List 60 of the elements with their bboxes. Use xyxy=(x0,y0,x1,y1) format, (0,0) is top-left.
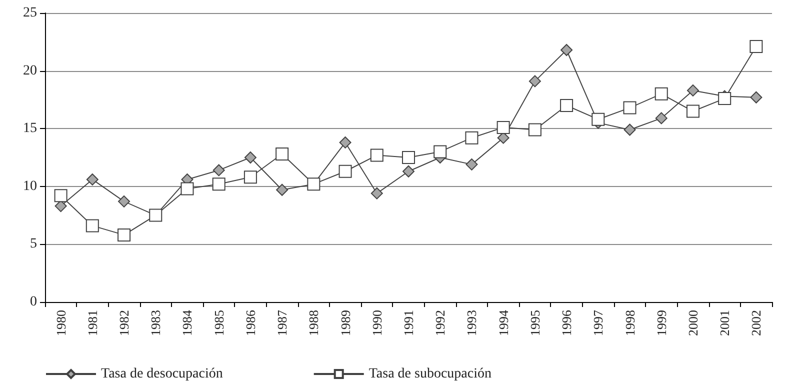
point xyxy=(434,145,447,158)
x-tick-label: 1997 xyxy=(590,310,606,336)
x-tick-label: 1996 xyxy=(559,310,574,336)
x-tick-label: 1994 xyxy=(496,310,511,336)
x-tick-label: 2001 xyxy=(717,310,732,336)
point xyxy=(466,158,478,170)
point xyxy=(750,91,762,104)
point xyxy=(624,124,636,136)
x-tick-label: 1999 xyxy=(654,310,669,336)
point xyxy=(465,131,478,144)
y-tick-label: 20 xyxy=(23,63,37,78)
x-tick-label: 2002 xyxy=(748,310,764,336)
x-tick-label: 1980 xyxy=(53,310,68,336)
x-tick-label: 1992 xyxy=(432,310,448,336)
point xyxy=(655,112,668,124)
point xyxy=(212,178,226,191)
point xyxy=(212,164,225,176)
x-tick-label: 1998 xyxy=(622,310,638,336)
point xyxy=(118,195,130,208)
point xyxy=(180,182,194,196)
x-tick-label: 1981 xyxy=(84,310,100,336)
point xyxy=(623,101,636,114)
point xyxy=(276,184,288,196)
legend-label: Tasa de desocupación xyxy=(101,366,223,382)
point xyxy=(686,104,700,118)
x-tick-label: 1987 xyxy=(274,310,290,336)
point xyxy=(86,173,98,186)
x-tick-label: 1993 xyxy=(464,310,480,336)
y-tick-label: 25 xyxy=(23,6,37,20)
x-tick-label: 1985 xyxy=(211,310,226,336)
legend-label: Tasa de subocupación xyxy=(368,366,492,382)
point xyxy=(370,187,383,200)
point xyxy=(528,123,542,136)
x-tick-label: 1986 xyxy=(242,310,258,336)
point xyxy=(86,219,99,232)
y-tick-label: 0 xyxy=(30,294,37,310)
point xyxy=(402,165,414,178)
x-tick-label: 1988 xyxy=(306,310,322,336)
point xyxy=(370,148,384,162)
point xyxy=(560,44,573,56)
x-tick-label: 2000 xyxy=(685,310,700,336)
x-tick-label: 1990 xyxy=(369,310,384,336)
point xyxy=(244,170,257,184)
point xyxy=(339,136,352,148)
point xyxy=(244,152,256,164)
x-tick-label: 1995 xyxy=(527,310,542,336)
point xyxy=(654,87,668,100)
point xyxy=(718,92,732,106)
x-tick-label: 1982 xyxy=(116,310,132,336)
point xyxy=(528,75,541,88)
x-tick-label: 1983 xyxy=(148,310,164,336)
x-tick-label: 1984 xyxy=(180,310,195,336)
point xyxy=(592,112,605,126)
y-tick-label: 5 xyxy=(30,236,37,252)
point xyxy=(686,84,699,96)
y-tick-label: 10 xyxy=(23,178,37,194)
x-tick-label: 1989 xyxy=(338,310,353,336)
point xyxy=(338,164,352,178)
x-tick-label: 1991 xyxy=(401,310,416,336)
y-tick-label: 15 xyxy=(23,121,37,136)
